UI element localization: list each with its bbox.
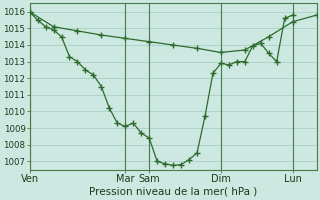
X-axis label: Pression niveau de la mer( hPa ): Pression niveau de la mer( hPa ) xyxy=(89,187,257,197)
